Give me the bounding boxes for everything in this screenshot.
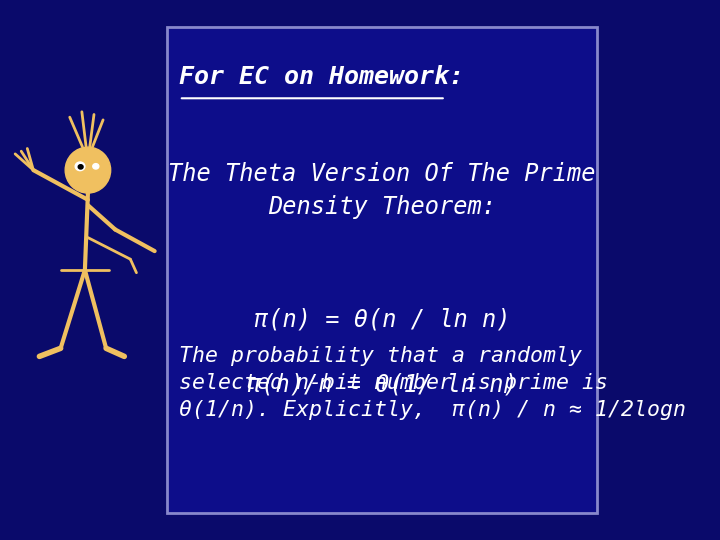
FancyBboxPatch shape bbox=[167, 27, 598, 513]
Text: The Theta Version Of The Prime
Density Theorem:: The Theta Version Of The Prime Density T… bbox=[168, 162, 595, 219]
Circle shape bbox=[93, 164, 99, 169]
Ellipse shape bbox=[66, 147, 111, 193]
Circle shape bbox=[75, 162, 85, 171]
Text: The probability that a randomly
selected n-bit number is prime is
θ(1/n). Explic: The probability that a randomly selected… bbox=[179, 346, 686, 420]
Text: For EC on Homework:: For EC on Homework: bbox=[179, 65, 464, 89]
Text: π(n)/n = θ(1/ ln n): π(n)/n = θ(1/ ln n) bbox=[247, 373, 518, 396]
Text: π(n) = θ(n / ln n): π(n) = θ(n / ln n) bbox=[253, 308, 510, 332]
Circle shape bbox=[78, 165, 83, 169]
